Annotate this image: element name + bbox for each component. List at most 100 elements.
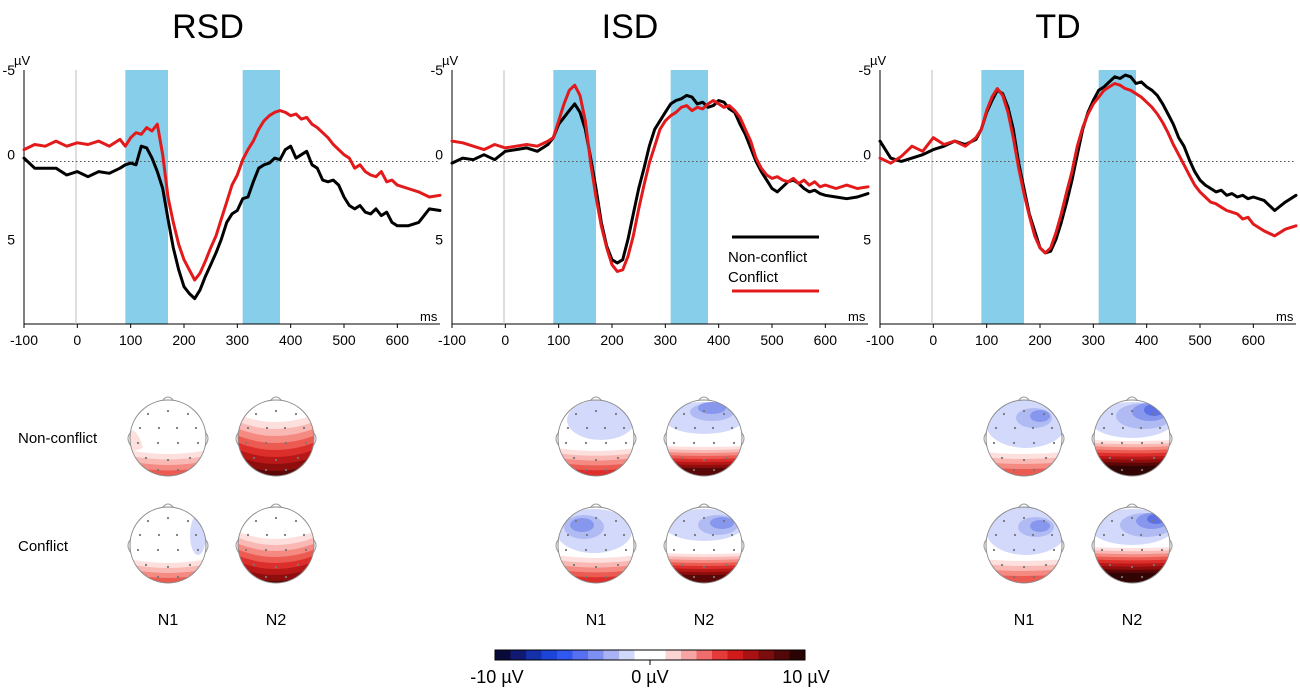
electrode — [724, 456, 728, 460]
electrode — [622, 533, 626, 537]
electrode — [585, 533, 589, 537]
component-label-td-n1: N1 — [1014, 612, 1035, 629]
electrode — [604, 468, 608, 472]
electrode — [564, 548, 568, 552]
panel-title: ISD — [602, 8, 659, 46]
electrode — [702, 458, 706, 462]
electrode — [264, 548, 268, 552]
electrode — [566, 426, 570, 430]
electrode — [294, 519, 298, 523]
component-label-rsd-n1: N1 — [158, 612, 179, 629]
x-tick-label: 100 — [547, 332, 571, 348]
electrode — [1100, 548, 1104, 552]
shaded-window-n1 — [981, 70, 1024, 324]
electrode — [712, 441, 716, 445]
electrode — [175, 426, 179, 430]
electrode — [712, 468, 716, 472]
panel-td: TD µV ms -100 0 100 200 300 400 500 600 -5 0 5 — [859, 8, 1298, 348]
x-tick-label: 200 — [1028, 332, 1052, 348]
x-tick-label: 100 — [119, 332, 143, 348]
electrode — [1130, 516, 1134, 520]
legend-label-conflict: Conflict — [728, 269, 779, 286]
x-tick-label: 300 — [654, 332, 678, 348]
electrode — [732, 441, 736, 445]
electrode — [1150, 519, 1154, 523]
electrode — [1022, 516, 1026, 520]
electrode — [1012, 468, 1016, 472]
electrode — [603, 426, 607, 430]
legend-label-non-conflict: Non-conflict — [728, 249, 808, 266]
colorbar-cell — [603, 650, 620, 660]
electrode — [1139, 426, 1143, 430]
topo-td-n2-non-conflict — [1091, 396, 1173, 477]
electrode — [594, 409, 598, 413]
positive-band — [666, 574, 742, 583]
electrode — [156, 441, 160, 445]
electrode — [264, 468, 268, 472]
electrode — [1120, 575, 1124, 579]
electrode — [188, 563, 192, 567]
electrode — [622, 426, 626, 430]
colorbar-cell — [588, 650, 604, 660]
series-line-non-conflict — [878, 73, 1298, 255]
electrode — [1050, 426, 1054, 430]
electrode — [136, 441, 140, 445]
electrode — [584, 575, 588, 579]
electrode — [1130, 565, 1134, 569]
negative-region — [567, 400, 634, 440]
colorbar-cell — [758, 650, 775, 660]
colorbar-cell — [727, 650, 744, 660]
topo-isd-n2-non-conflict — [663, 396, 745, 477]
electrode — [692, 468, 696, 472]
positive-band — [1094, 464, 1170, 476]
x-tick-label: 200 — [600, 332, 624, 348]
electrode — [1120, 441, 1124, 445]
series-line-non-conflict — [22, 144, 442, 301]
topo-td-n1-conflict — [983, 503, 1065, 584]
positive-band — [986, 467, 1062, 476]
electrode — [157, 426, 161, 430]
x-tick-label: 600 — [814, 332, 838, 348]
y-tick-label: -5 — [431, 62, 444, 78]
electrode — [994, 533, 998, 537]
electrode — [264, 575, 268, 579]
electrode — [1110, 519, 1114, 523]
electrode — [584, 548, 588, 552]
electrode — [711, 426, 715, 430]
electrode — [1130, 458, 1134, 462]
electrode — [1140, 441, 1144, 445]
electrode — [585, 426, 589, 430]
electrode — [294, 412, 298, 416]
electrode — [1140, 468, 1144, 472]
electrode — [302, 533, 306, 537]
electrode — [246, 426, 250, 430]
electrode — [274, 565, 278, 569]
x-tick-label: 300 — [1082, 332, 1106, 348]
electrode — [156, 548, 160, 552]
x-unit-label: ms — [848, 309, 866, 324]
electrode — [1032, 468, 1036, 472]
electrode — [693, 426, 697, 430]
electrode — [722, 519, 726, 523]
electrode — [730, 426, 734, 430]
topo-rsd-n2-conflict — [235, 503, 317, 584]
electrode — [594, 458, 598, 462]
x-tick-label: 200 — [172, 332, 196, 348]
component-label-td-n2: N2 — [1122, 612, 1143, 629]
y-unit-label: µV — [14, 53, 30, 68]
component-label-rsd-n2: N2 — [266, 612, 287, 629]
electrode — [682, 412, 686, 416]
head-outline — [237, 506, 315, 584]
electrode — [252, 456, 256, 460]
electrode — [244, 548, 248, 552]
electrode — [176, 441, 180, 445]
electrode — [1022, 409, 1026, 413]
electrode — [1121, 533, 1125, 537]
colorbar-cell — [681, 650, 697, 660]
negative-region — [698, 402, 726, 414]
topo-td-n1-non-conflict — [983, 396, 1065, 477]
electrode — [304, 548, 308, 552]
electrode — [711, 533, 715, 537]
electrode — [156, 575, 160, 579]
electrode — [194, 426, 198, 430]
